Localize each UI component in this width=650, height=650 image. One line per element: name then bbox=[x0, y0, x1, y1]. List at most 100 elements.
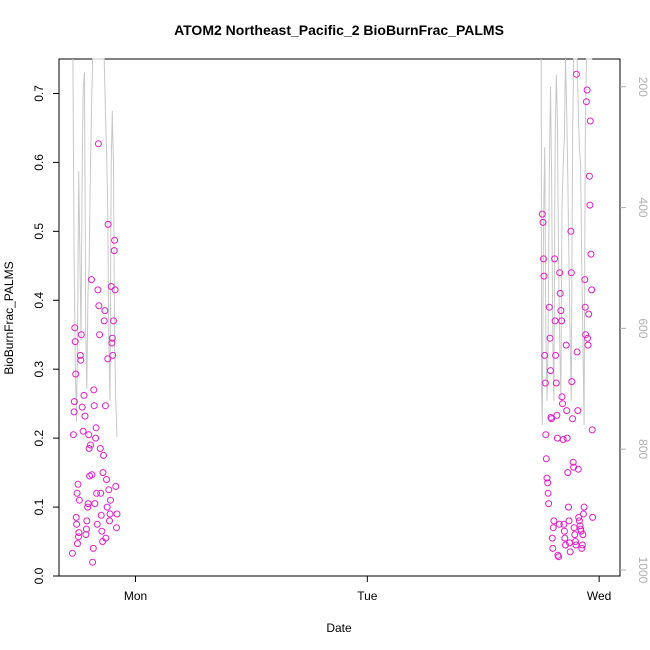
data-point bbox=[100, 317, 108, 325]
right-tick-label: 200 bbox=[636, 77, 650, 97]
data-point bbox=[585, 310, 593, 318]
data-point bbox=[103, 503, 111, 511]
data-point bbox=[545, 303, 553, 311]
data-point bbox=[95, 302, 103, 310]
data-point bbox=[84, 500, 92, 508]
data-point bbox=[545, 500, 553, 508]
data-point bbox=[108, 334, 116, 342]
data-point bbox=[557, 307, 565, 315]
data-point bbox=[550, 517, 558, 525]
data-point bbox=[548, 534, 556, 542]
data-point bbox=[75, 529, 83, 537]
data-point bbox=[546, 334, 554, 342]
data-point bbox=[77, 356, 85, 364]
y-axis-label: BioBurnFrac_PALMS bbox=[2, 261, 16, 374]
data-point bbox=[581, 303, 589, 311]
data-point bbox=[97, 511, 105, 519]
data-point bbox=[112, 482, 120, 490]
data-point bbox=[98, 527, 106, 535]
right-tick-label: 600 bbox=[636, 318, 650, 338]
data-point bbox=[79, 427, 87, 435]
data-point bbox=[549, 524, 557, 532]
data-point bbox=[544, 479, 552, 487]
data-point bbox=[69, 431, 77, 439]
x-tick-label: Mon bbox=[124, 589, 147, 603]
y-tick-label: 0.6 bbox=[32, 154, 46, 171]
data-point bbox=[97, 489, 105, 497]
data-point bbox=[68, 549, 76, 557]
right-axis: 200 400 600 800 1000 bbox=[620, 77, 650, 584]
y-tick-label: 0.4 bbox=[32, 292, 46, 309]
data-point bbox=[575, 513, 583, 521]
data-point bbox=[555, 520, 563, 528]
data-point bbox=[560, 520, 568, 528]
data-point bbox=[551, 255, 559, 263]
data-point bbox=[82, 525, 90, 533]
data-point bbox=[567, 269, 575, 277]
data-point bbox=[101, 402, 109, 410]
data-point bbox=[72, 513, 80, 521]
data-point bbox=[580, 503, 588, 511]
data-point bbox=[543, 474, 551, 482]
data-point bbox=[555, 553, 563, 561]
data-point bbox=[74, 540, 81, 548]
plot-frame bbox=[58, 58, 621, 577]
altitude-line-segment-0 bbox=[72, 58, 118, 438]
data-point bbox=[100, 451, 107, 459]
data-point bbox=[553, 434, 561, 442]
data-point bbox=[568, 378, 576, 386]
data-point bbox=[566, 548, 574, 556]
data-point bbox=[539, 218, 547, 226]
data-point bbox=[109, 351, 117, 359]
right-tick-label: 400 bbox=[636, 198, 650, 218]
data-point bbox=[553, 411, 561, 419]
data-point bbox=[552, 351, 560, 359]
data-point bbox=[562, 541, 569, 549]
data-point bbox=[73, 520, 81, 528]
data-point bbox=[562, 341, 570, 349]
data-point bbox=[106, 510, 114, 518]
data-point bbox=[572, 538, 579, 545]
data-point bbox=[93, 489, 101, 497]
data-point bbox=[71, 324, 79, 332]
data-point bbox=[574, 407, 582, 415]
data-point bbox=[574, 465, 582, 473]
data-point bbox=[113, 510, 121, 518]
line-layer bbox=[72, 58, 593, 438]
data-point bbox=[103, 476, 110, 483]
data-point bbox=[110, 317, 117, 325]
data-point bbox=[96, 445, 104, 452]
data-point bbox=[547, 367, 554, 375]
data-point bbox=[565, 503, 572, 511]
data-point bbox=[540, 272, 548, 280]
data-point bbox=[570, 524, 578, 532]
data-point bbox=[107, 496, 114, 504]
data-point bbox=[91, 500, 99, 508]
data-point bbox=[572, 70, 580, 78]
data-point bbox=[559, 436, 567, 443]
data-point bbox=[106, 517, 113, 525]
data-point bbox=[111, 286, 119, 294]
data-point bbox=[542, 431, 550, 439]
data-point bbox=[564, 469, 572, 477]
data-point bbox=[588, 426, 596, 434]
data-point bbox=[102, 534, 110, 542]
chart-title: ATOM2 Northeast_Pacific_2 BioBurnFrac_PA… bbox=[174, 22, 504, 38]
data-point bbox=[584, 334, 591, 342]
data-point bbox=[107, 283, 115, 290]
data-point bbox=[88, 471, 96, 479]
data-point bbox=[559, 400, 566, 408]
data-point bbox=[584, 341, 592, 349]
data-point bbox=[575, 517, 583, 525]
data-point bbox=[567, 227, 575, 235]
data-point bbox=[75, 533, 82, 541]
y-tick-label: 0.5 bbox=[32, 223, 46, 240]
data-point bbox=[560, 527, 568, 535]
data-point bbox=[93, 520, 101, 528]
data-point bbox=[542, 455, 550, 463]
data-point bbox=[583, 86, 591, 94]
data-point bbox=[101, 307, 109, 315]
data-point bbox=[582, 98, 590, 106]
data-point bbox=[556, 289, 564, 297]
